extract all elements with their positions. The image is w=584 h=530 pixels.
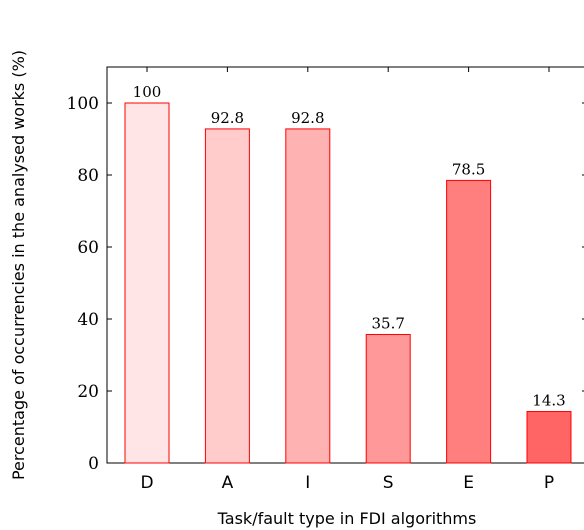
- x-tick-label: A: [222, 473, 234, 493]
- bar-I: [286, 129, 330, 463]
- bar-A: [205, 129, 249, 463]
- y-tick-label: 0: [88, 454, 99, 474]
- x-axis-title: Task/fault type in FDI algorithms: [217, 509, 477, 528]
- x-tick-label: I: [305, 473, 310, 493]
- bar-E: [447, 180, 491, 463]
- bar-D: [125, 103, 169, 463]
- bar-P: [527, 412, 571, 463]
- y-tick-label: 80: [77, 166, 99, 186]
- y-tick-label: 100: [67, 94, 99, 114]
- data-label-I: 92.8: [291, 109, 324, 127]
- x-tick-label: S: [383, 473, 394, 493]
- data-label-D: 100: [133, 83, 162, 101]
- y-axis-title: Percentage of occurrencies in the analys…: [9, 50, 28, 480]
- data-label-E: 78.5: [452, 160, 485, 178]
- data-label-P: 14.3: [532, 392, 565, 410]
- data-label-S: 35.7: [371, 314, 404, 332]
- plot-frame: [107, 67, 584, 463]
- data-labels: 100 92.8 92.8 35.7 78.5 14.3: [133, 83, 566, 410]
- bars: [125, 103, 571, 463]
- x-tick-label: E: [463, 473, 474, 493]
- bar-S: [366, 334, 410, 463]
- x-tick-label: D: [140, 473, 153, 493]
- data-label-A: 92.8: [211, 109, 244, 127]
- y-tick-label: 20: [77, 382, 99, 402]
- y-tick-label: 40: [77, 310, 99, 330]
- y-tick-label: 60: [77, 238, 99, 258]
- x-tick-label: P: [544, 473, 554, 493]
- plot-area: [107, 67, 584, 463]
